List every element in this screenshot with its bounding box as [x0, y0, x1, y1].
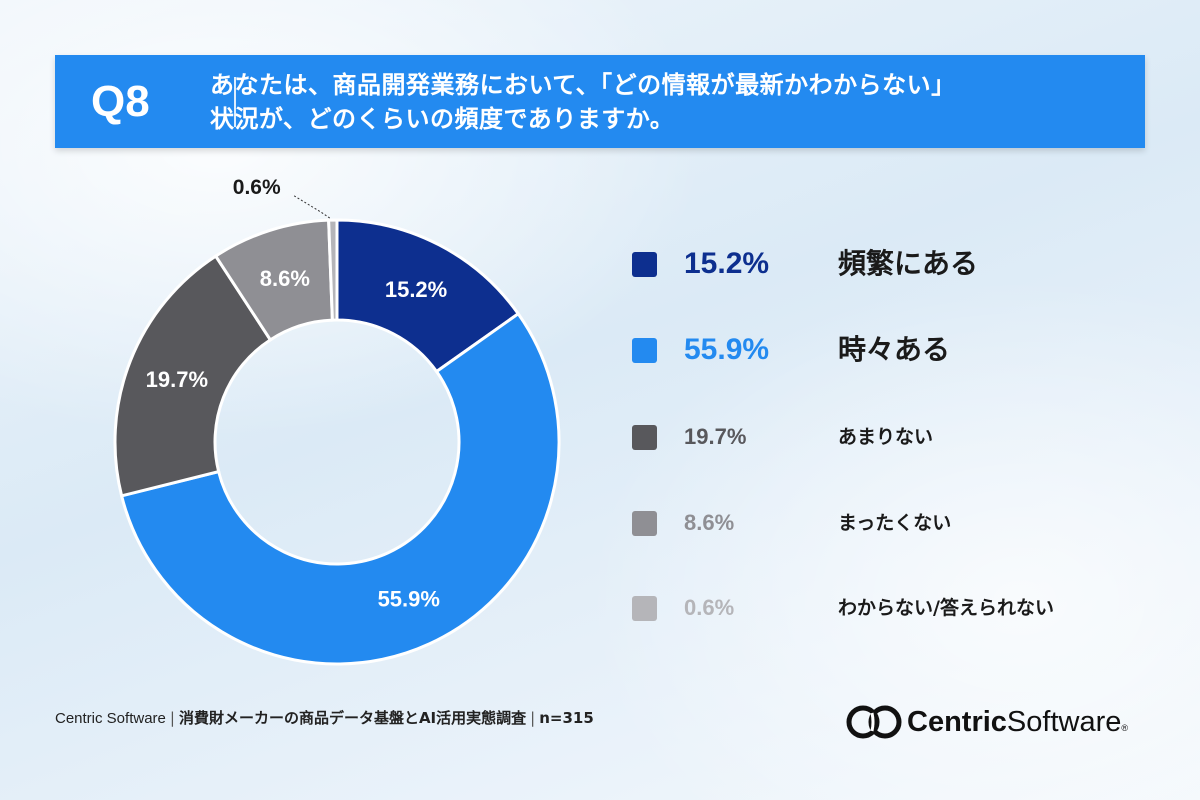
slice-label-sometimes: 55.9% [378, 586, 440, 611]
donut-slice-sometimes [119, 311, 561, 666]
slice-label-never: 8.6% [260, 266, 310, 291]
legend-item-sometimes: 55.9% 時々ある [632, 330, 1152, 370]
legend-item-frequent: 15.2% 頻繁にある [632, 244, 1152, 284]
registered-mark: ® [1121, 723, 1129, 733]
legend-swatch-rarely [632, 425, 657, 450]
legend-label-rarely: あまりない [838, 426, 934, 448]
logo-mark-icon [846, 705, 902, 739]
slice-label-frequent: 15.2% [385, 277, 447, 302]
footer-survey: 消費財メーカーの商品データ基盤とAI活用実態調査 [178, 709, 527, 727]
legend-label-never: まったくない [838, 512, 952, 534]
logo-word-centric: Centric [907, 706, 1007, 738]
source-footer: Centric Software | 消費財メーカーの商品データ基盤とAI活用実態調… [55, 707, 594, 728]
slice-label-rarely: 19.7% [146, 367, 208, 392]
legend-value-sometimes: 55.9% [684, 333, 770, 366]
legend-item-unknown: 0.6% わからない/答えられない [632, 588, 1152, 628]
legend-item-rarely: 19.7% あまりない [632, 417, 1152, 457]
question-number: Q8 [91, 77, 150, 126]
question-line-2: 状況が、どのくらいの頻度でありますか。 [210, 105, 675, 133]
legend-item-never: 8.6% まったくない [632, 503, 1152, 543]
legend-swatch-sometimes [632, 338, 657, 363]
legend-label-unknown: わからない/答えられない [838, 597, 1054, 619]
legend-value-rarely: 19.7% [684, 424, 747, 449]
question-banner: Q8 あなたは、商品開発業務において、「どの情報が最新かわからない」 状況が、ど… [55, 55, 1145, 148]
question-divider [234, 77, 236, 127]
legend-label-frequent: 頻繁にある [838, 247, 979, 280]
slice-label-unknown: 0.6% [233, 176, 281, 199]
legend-swatch-frequent [632, 252, 657, 277]
legend-swatch-never [632, 511, 657, 536]
donut-slice-rarely [113, 253, 273, 498]
legend-label-sometimes: 時々ある [838, 333, 951, 366]
footer-separator-2: | [530, 709, 536, 727]
legend-value-frequent: 15.2% [684, 247, 770, 280]
leader-line-unknown [292, 194, 331, 219]
footer-brand: Centric Software [55, 710, 166, 727]
question-line-1: あなたは、商品開発業務において、「どの情報が最新かわからない」 [210, 71, 956, 99]
footer-sample-size: n=315 [539, 709, 594, 727]
legend-swatch-unknown [632, 596, 657, 621]
legend-value-never: 8.6% [684, 510, 735, 535]
logo-wordmark: CentricSoftware® [907, 702, 1128, 742]
logo-word-software: Software [1006, 706, 1122, 738]
legend-value-unknown: 0.6% [684, 595, 735, 620]
donut-slice-unknown [327, 218, 339, 322]
footer-separator-1: | [169, 709, 175, 727]
donut-slice-frequent [335, 218, 521, 374]
question-text: あなたは、商品開発業務において、「どの情報が最新かわからない」 状況が、どのくら… [210, 68, 956, 136]
